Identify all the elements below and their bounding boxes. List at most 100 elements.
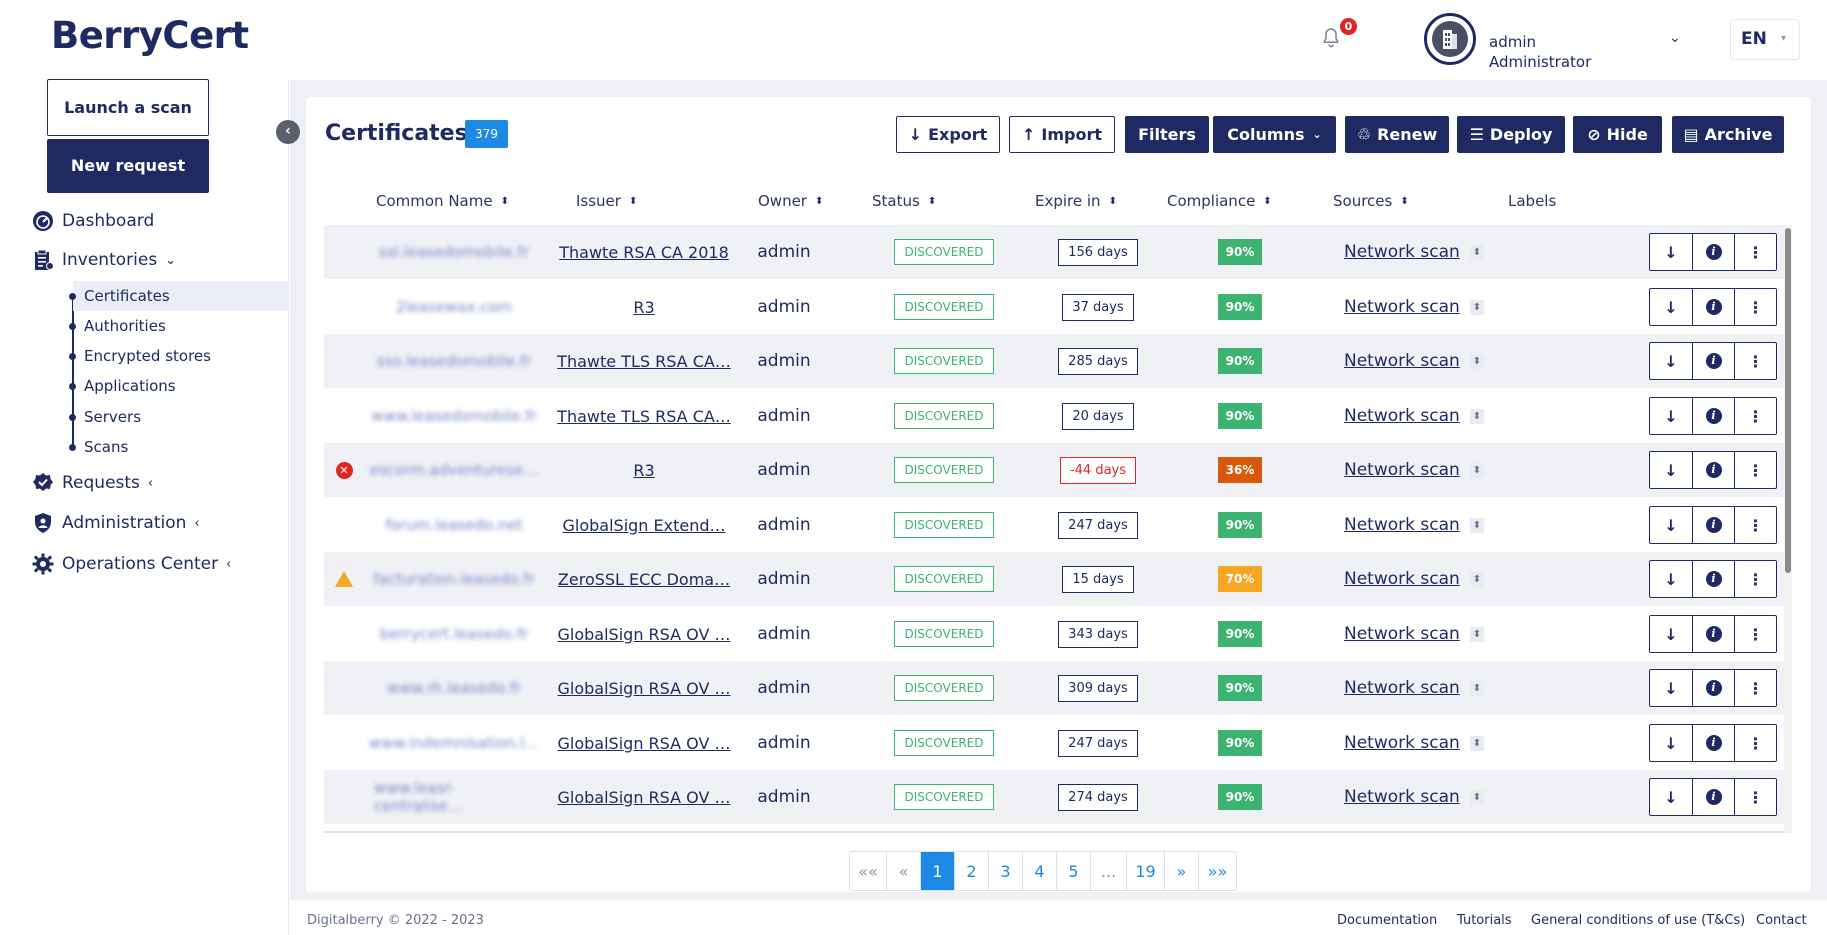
table-row[interactable]: berrycert.leasedo.fr GlobalSign RSA OV … a… xyxy=(324,607,1785,661)
page-button[interactable]: »» xyxy=(1198,852,1236,890)
cell-common-name[interactable]: 2leasewax.com xyxy=(395,298,513,316)
table-row[interactable]: www.indemnisation.l… GlobalSign RSA OV … a… xyxy=(324,716,1785,770)
table-scrollbar-thumb[interactable] xyxy=(1785,228,1791,573)
table-row[interactable]: 2leasewax.com R3 admin DISCOVERED 37 days 90%… xyxy=(324,280,1785,334)
info-button[interactable]: i xyxy=(1692,725,1734,761)
download-icon[interactable]: ↓ xyxy=(1664,406,1678,426)
download-icon[interactable]: ↓ xyxy=(1664,297,1678,317)
sidebar-item-operations-center[interactable]: Operations Center ‹ xyxy=(32,552,231,576)
table-row[interactable]: www.rh.leasedo.fr GlobalSign RSA OV … admi… xyxy=(324,661,1785,715)
sidebar-item-inventories[interactable]: Inventories ⌄ xyxy=(32,248,176,272)
more-options-icon[interactable]: ⋮ xyxy=(1734,725,1776,761)
download-icon[interactable]: ↓ xyxy=(1664,515,1678,535)
expand-sort-icon[interactable]: ⬍ xyxy=(1469,517,1485,533)
language-select[interactable]: EN ▾ xyxy=(1730,19,1800,60)
table-row[interactable]: ✕ escorm.adventurese… R3 admin DISCOVERED -44… xyxy=(324,443,1785,497)
more-options-icon[interactable]: ⋮ xyxy=(1734,507,1776,543)
table-row[interactable]: forum.leasedo.net GlobalSign Extend… admin… xyxy=(324,498,1785,552)
issuer-link[interactable]: ZeroSSL ECC Doma… xyxy=(557,569,731,589)
cell-issuer[interactable]: GlobalSign RSA OV … xyxy=(558,661,731,715)
info-button[interactable]: i xyxy=(1692,507,1734,543)
more-options-icon[interactable]: ⋮ xyxy=(1734,234,1776,270)
cell-issuer[interactable]: R3 xyxy=(564,443,724,497)
user-menu-chevron-icon[interactable]: ⌄ xyxy=(1669,30,1681,46)
page-button[interactable]: 2 xyxy=(954,852,988,890)
source-link[interactable]: Network scan xyxy=(1344,678,1460,698)
notification-bell-icon[interactable] xyxy=(1319,26,1343,50)
issuer-link[interactable]: Thawte TLS RSA CA… xyxy=(557,406,731,426)
more-options-icon[interactable]: ⋮ xyxy=(1734,398,1776,434)
more-options-icon[interactable]: ⋮ xyxy=(1734,616,1776,652)
cell-common-name[interactable]: facturation.leasedo.fr xyxy=(373,570,535,588)
sidebar-subitem-servers[interactable]: Servers xyxy=(69,402,289,432)
column-header-issuer[interactable]: Issuer ⬍ xyxy=(576,192,638,210)
cell-issuer[interactable]: Thawte RSA CA 2018 xyxy=(559,225,729,279)
expand-sort-icon[interactable]: ⬍ xyxy=(1469,244,1485,260)
expand-sort-icon[interactable]: ⬍ xyxy=(1469,462,1485,478)
table-row[interactable]: facturation.leasedo.fr ZeroSSL ECC Doma… a… xyxy=(324,552,1785,606)
source-link[interactable]: Network scan xyxy=(1344,351,1460,371)
more-options-icon[interactable]: ⋮ xyxy=(1734,452,1776,488)
column-header-owner[interactable]: Owner ⬍ xyxy=(758,192,824,210)
table-row[interactable]: ssl.leasedomobile.fr Thawte RSA CA 2018 ad… xyxy=(324,225,1785,279)
info-button[interactable]: i xyxy=(1692,616,1734,652)
cell-common-name[interactable]: ssl.leasedomobile.fr xyxy=(379,243,529,261)
info-button[interactable]: i xyxy=(1692,343,1734,379)
cell-common-name[interactable]: www.leasedomobile.fr xyxy=(371,407,537,425)
more-options-icon[interactable]: ⋮ xyxy=(1734,670,1776,706)
new-request-button[interactable]: New request xyxy=(47,139,209,193)
source-link[interactable]: Network scan xyxy=(1344,515,1460,535)
source-link[interactable]: Network scan xyxy=(1344,787,1460,807)
page-button[interactable]: 1 xyxy=(920,852,954,890)
cell-issuer[interactable]: GlobalSign RSA OV … xyxy=(558,770,731,824)
cell-common-name[interactable]: forum.leasedo.net xyxy=(385,516,523,534)
hide-button[interactable]: ⊘ Hide xyxy=(1573,116,1662,153)
cell-common-name[interactable]: www.leasr-centralise… xyxy=(374,779,463,815)
cell-common-name[interactable]: escorm.adventurese… xyxy=(369,461,539,479)
info-button[interactable]: i xyxy=(1692,234,1734,270)
expand-sort-icon[interactable]: ⬍ xyxy=(1469,353,1485,369)
column-header-expire-in[interactable]: Expire in ⬍ xyxy=(1035,192,1117,210)
app-logo[interactable]: BerryCert xyxy=(51,14,249,57)
cell-issuer[interactable]: Thawte TLS RSA CA… xyxy=(557,334,731,388)
page-button[interactable]: «« xyxy=(858,861,878,881)
info-button[interactable]: i xyxy=(1692,289,1734,325)
sidebar-item-dashboard[interactable]: Dashboard xyxy=(32,209,154,233)
download-icon[interactable]: ↓ xyxy=(1664,678,1678,698)
cell-common-name[interactable]: www.indemnisation.l… xyxy=(368,734,540,752)
cell-issuer[interactable]: ZeroSSL ECC Doma… xyxy=(558,552,730,606)
renew-button[interactable]: ♲ Renew xyxy=(1345,116,1449,153)
user-avatar[interactable] xyxy=(1424,13,1476,65)
source-link[interactable]: Network scan xyxy=(1344,733,1460,753)
page-button[interactable]: 5 xyxy=(1056,852,1090,890)
footer-link-tutorials[interactable]: Tutorials xyxy=(1457,913,1512,928)
issuer-link[interactable]: Thawte TLS RSA CA… xyxy=(557,351,731,371)
deploy-button[interactable]: ☰ Deploy xyxy=(1457,116,1565,153)
cell-issuer[interactable]: GlobalSign RSA OV … xyxy=(558,607,731,661)
footer-link-documentation[interactable]: Documentation xyxy=(1337,913,1438,928)
issuer-link[interactable]: R3 xyxy=(633,297,655,317)
footer-link-terms[interactable]: General conditions of use (T&Cs) xyxy=(1531,913,1746,928)
column-header-compliance[interactable]: Compliance ⬍ xyxy=(1167,192,1272,210)
table-row[interactable]: www.leasr-centralise… GlobalSign RSA OV …… xyxy=(324,770,1785,824)
columns-button[interactable]: Columns ⌄ xyxy=(1213,116,1336,153)
sidebar-item-administration[interactable]: Administration ‹ xyxy=(32,511,200,535)
info-button[interactable]: i xyxy=(1692,398,1734,434)
page-button[interactable]: 4 xyxy=(1022,852,1056,890)
download-icon[interactable]: ↓ xyxy=(1664,569,1678,589)
issuer-link[interactable]: GlobalSign RSA OV … xyxy=(557,787,731,807)
table-row[interactable]: www.leasedomobile.fr Thawte TLS RSA CA… ad… xyxy=(324,389,1785,443)
more-options-icon[interactable]: ⋮ xyxy=(1734,779,1776,815)
download-icon[interactable]: ↓ xyxy=(1664,351,1678,371)
cell-issuer[interactable]: GlobalSign RSA OV … xyxy=(558,716,731,770)
cell-issuer[interactable]: Thawte TLS RSA CA… xyxy=(557,389,731,443)
source-link[interactable]: Network scan xyxy=(1344,624,1460,644)
more-options-icon[interactable]: ⋮ xyxy=(1734,561,1776,597)
source-link[interactable]: Network scan xyxy=(1344,406,1460,426)
archive-button[interactable]: ▤ Archive xyxy=(1672,116,1784,153)
expand-sort-icon[interactable]: ⬍ xyxy=(1469,626,1485,642)
sidebar-item-requests[interactable]: Requests ‹ xyxy=(32,471,153,495)
info-button[interactable]: i xyxy=(1692,561,1734,597)
download-icon[interactable]: ↓ xyxy=(1664,460,1678,480)
source-link[interactable]: Network scan xyxy=(1344,297,1460,317)
